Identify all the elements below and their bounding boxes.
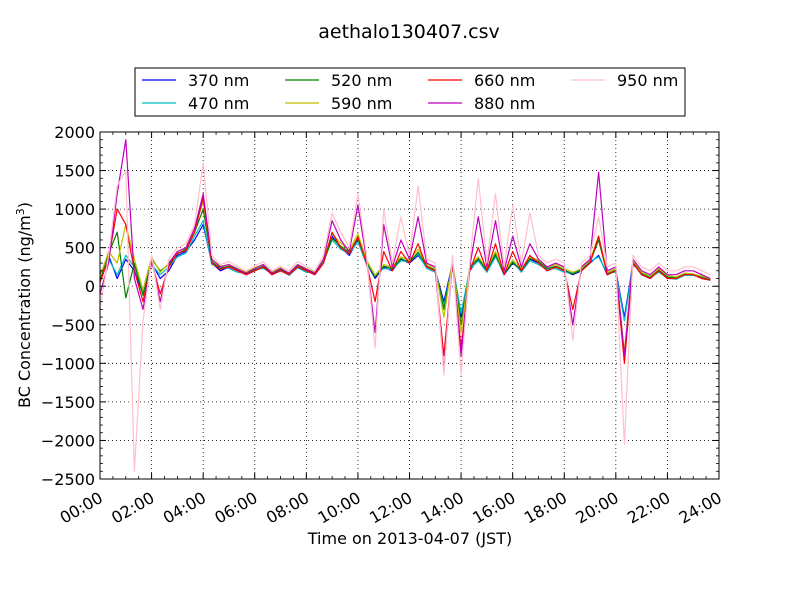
series-line-880-nm xyxy=(100,139,711,372)
y-tick-label: 2000 xyxy=(54,123,95,142)
x-tick-labels: 00:00 02:00 04:00 06:00 08:00 10:00 12:00 14:00… xyxy=(57,488,725,528)
x-tick-label: 00:00 xyxy=(57,488,106,528)
x-tick-label: 14:00 xyxy=(418,488,467,528)
x-tick-label: 04:00 xyxy=(160,488,209,528)
y-tick-label: 1500 xyxy=(54,162,95,181)
x-tick-label: 10:00 xyxy=(314,488,363,528)
y-axis-title-superscript: 3 xyxy=(14,208,27,215)
y-tick-label: −1500 xyxy=(41,393,95,412)
x-tick-label: 08:00 xyxy=(263,488,312,528)
y-tick-label: 500 xyxy=(64,239,95,258)
y-axis-title-main: BC Concentration (ng/m xyxy=(15,215,34,408)
y-tick-label: −2000 xyxy=(41,431,95,450)
y-tick-label: −500 xyxy=(51,316,95,335)
legend-frame xyxy=(134,67,686,117)
x-tick-label: 20:00 xyxy=(572,488,621,528)
tick-marks xyxy=(99,131,720,480)
legend: 370 nm 470 nm 520 nm 590 nm 660 nm 880 nm 950 … xyxy=(134,67,686,117)
legend-items: 370 nm 470 nm 520 nm 590 nm 660 nm 880 nm 950 … xyxy=(142,71,678,113)
series-line-590-nm xyxy=(100,200,711,353)
series-line-660-nm xyxy=(100,196,711,364)
series-line-950-nm xyxy=(100,162,711,472)
series-line-520-nm xyxy=(100,208,711,357)
x-tick-label: 22:00 xyxy=(624,488,673,528)
x-tick-label: 12:00 xyxy=(366,488,415,528)
x-tick-label: 16:00 xyxy=(469,488,518,528)
legend-label: 880 nm xyxy=(474,94,535,113)
legend-label: 950 nm xyxy=(617,71,678,90)
plot-series-area xyxy=(100,139,711,472)
series-lines xyxy=(100,139,711,472)
y-tick-label: 1000 xyxy=(54,200,95,219)
legend-label: 520 nm xyxy=(331,71,392,90)
y-tick-label: −2500 xyxy=(41,470,95,489)
y-tick-label: 0 xyxy=(85,277,95,296)
legend-label: 660 nm xyxy=(474,71,535,90)
x-tick-label: 24:00 xyxy=(676,488,725,528)
x-tick-label: 06:00 xyxy=(211,488,260,528)
y-tick-labels: 2000 1500 1000 500 0 −500 −1000 −1500 −2000 −2500 xyxy=(41,123,95,489)
x-tick-label: 02:00 xyxy=(108,488,157,528)
x-tick-label: 18:00 xyxy=(521,488,570,528)
y-axis-title-suffix: ) xyxy=(15,202,34,208)
y-axis-title: BC Concentration (ng/m3) xyxy=(14,202,34,408)
chart-title: aethalo130407.csv xyxy=(318,21,500,43)
legend-label: 470 nm xyxy=(188,94,249,113)
legend-label: 370 nm xyxy=(188,71,249,90)
legend-label: 590 nm xyxy=(331,94,392,113)
y-tick-label: −1000 xyxy=(41,354,95,373)
x-axis-title: Time on 2013-04-07 (JST) xyxy=(307,529,512,548)
